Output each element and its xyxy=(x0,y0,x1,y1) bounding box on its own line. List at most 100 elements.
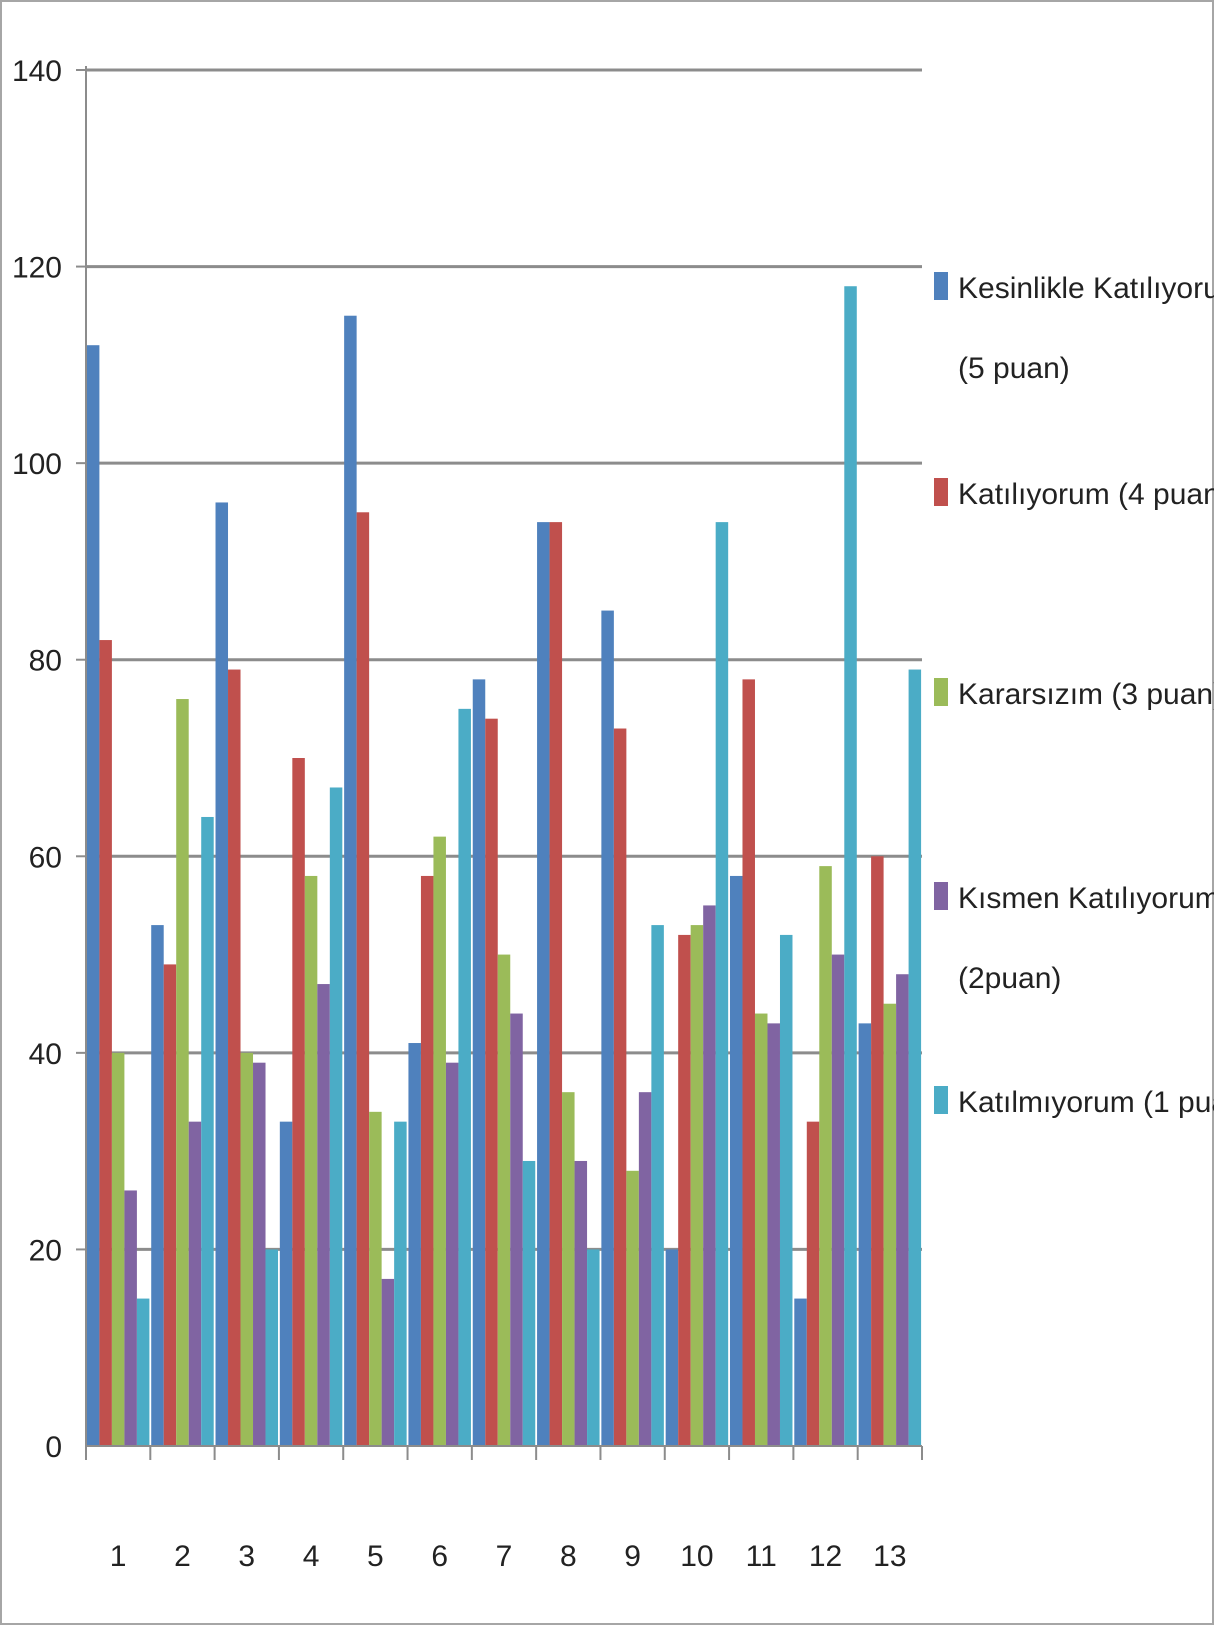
bar-cat11-series1 xyxy=(729,875,743,1446)
bar-cat8-series5 xyxy=(587,1249,600,1446)
legend-swatch-kesinlikle-katiliyorum xyxy=(934,272,948,300)
y-tick-label-0: 0 xyxy=(45,1431,62,1464)
bar-cat11-series4 xyxy=(767,1023,780,1446)
legend-label-kismen-katiliyorum-line2: (2puan) xyxy=(958,962,1061,995)
x-tick-label-3: 3 xyxy=(238,1540,255,1573)
bar-cat3-series1 xyxy=(215,502,229,1446)
y-tick-label-60: 60 xyxy=(29,841,62,874)
bar-cat4-series1 xyxy=(279,1121,293,1446)
bar-cat3-series3 xyxy=(240,1052,254,1446)
x-tick-label-4: 4 xyxy=(303,1540,320,1573)
bar-cat12-series1 xyxy=(794,1298,807,1446)
bar-cat8-series3 xyxy=(562,1092,575,1446)
bars xyxy=(86,286,922,1447)
legend-swatch-katiliyorum xyxy=(934,478,948,506)
bar-cat1-series5 xyxy=(136,1298,150,1446)
bar-cat3-series5 xyxy=(265,1249,279,1446)
bar-cat7-series4 xyxy=(510,1013,523,1446)
bar-cat9-series2 xyxy=(613,728,627,1446)
y-tick-label-40: 40 xyxy=(29,1038,62,1071)
bar-cat8-series4 xyxy=(574,1160,588,1446)
legend-label-kesinlikle-katiliyorum-line1: Kesinlikle Katılıyorum xyxy=(958,272,1214,305)
y-tick-label-80: 80 xyxy=(29,645,62,678)
bar-cat7-series1 xyxy=(472,679,486,1446)
bar-cat13-series3 xyxy=(883,1003,897,1446)
bar-cat13-series5 xyxy=(908,669,922,1446)
bar-cat8-series1 xyxy=(537,522,550,1446)
bar-cat12-series3 xyxy=(819,866,832,1446)
bar-cat4-series4 xyxy=(317,984,330,1446)
x-tick-label-12: 12 xyxy=(809,1540,842,1573)
bar-cat7-series5 xyxy=(522,1160,536,1446)
bar-cat3-series2 xyxy=(228,669,241,1446)
x-tick-label-8: 8 xyxy=(560,1540,577,1573)
y-tick-label-100: 100 xyxy=(12,448,62,481)
bar-cat1-series3 xyxy=(111,1052,125,1446)
bar-cat2-series1 xyxy=(151,925,164,1446)
bar-cat5-series5 xyxy=(394,1121,407,1446)
bar-cat8-series2 xyxy=(549,522,563,1446)
legend-label-kesinlikle-katiliyorum-line2: (5 puan) xyxy=(958,352,1070,385)
bar-cat6-series5 xyxy=(458,708,471,1446)
x-tick-label-5: 5 xyxy=(367,1540,384,1573)
bar-cat11-series3 xyxy=(754,1013,768,1446)
legend-label-kismen-katiliyorum-line1: Kısmen Katılıyorum xyxy=(958,882,1214,915)
x-tick-label-11: 11 xyxy=(746,1540,777,1573)
x-tick-label-6: 6 xyxy=(431,1540,448,1573)
y-axis-tick-labels: 0 20 40 60 80 100 120 140 xyxy=(12,55,62,1464)
bar-cat1-series4 xyxy=(124,1190,137,1446)
legend-label-kararsizim: Kararsızım (3 puan) xyxy=(958,678,1214,711)
bar-cat9-series1 xyxy=(601,610,614,1446)
bar-cat10-series5 xyxy=(715,522,729,1446)
bar-cat12-series2 xyxy=(806,1121,820,1446)
bar-cat1-series1 xyxy=(86,345,100,1447)
legend: Kesinlikle Katılıyorum (5 puan) Katılıyo… xyxy=(934,272,1214,1119)
bar-cat2-series2 xyxy=(163,964,177,1446)
bar-cat11-series2 xyxy=(742,679,755,1446)
bar-cat6-series1 xyxy=(408,1043,421,1446)
legend-label-katiliyorum: Katılıyorum (4 puan) xyxy=(958,478,1214,511)
legend-swatch-kismen-katiliyorum xyxy=(934,882,948,910)
bar-cat7-series2 xyxy=(485,718,498,1446)
bar-cat2-series5 xyxy=(201,816,214,1446)
x-tick-label-10: 10 xyxy=(680,1540,713,1573)
bar-cat1-series2 xyxy=(99,640,112,1446)
bar-cat9-series4 xyxy=(638,1092,652,1446)
bar-cat5-series2 xyxy=(356,512,370,1446)
bar-cat10-series1 xyxy=(665,1249,679,1446)
x-axis-tick-labels: 1 2 3 4 5 6 7 8 9 10 11 12 13 xyxy=(110,1540,907,1573)
bar-cat5-series4 xyxy=(381,1278,395,1446)
axes xyxy=(76,66,923,1460)
bar-cat10-series4 xyxy=(703,905,716,1446)
x-tick-label-1: 1 xyxy=(110,1540,127,1573)
bar-cat13-series1 xyxy=(858,1023,872,1446)
x-tick-label-9: 9 xyxy=(624,1540,641,1573)
bar-cat11-series5 xyxy=(779,934,793,1446)
bar-cat3-series4 xyxy=(253,1062,266,1446)
bar-cat5-series3 xyxy=(369,1111,382,1446)
bar-cat9-series3 xyxy=(626,1170,639,1446)
bar-cat2-series4 xyxy=(188,1121,202,1446)
bar-cat13-series2 xyxy=(871,856,884,1446)
bar-cat6-series2 xyxy=(420,875,434,1446)
bar-cat13-series4 xyxy=(896,974,909,1446)
y-tick-label-140: 140 xyxy=(12,55,62,88)
bar-cat12-series4 xyxy=(831,954,845,1446)
bar-cat10-series3 xyxy=(690,925,704,1446)
bar-cat12-series5 xyxy=(844,286,857,1447)
x-tick-label-13: 13 xyxy=(873,1540,906,1573)
legend-swatch-katilmiyorum xyxy=(934,1086,948,1114)
bar-cat6-series4 xyxy=(445,1062,459,1446)
y-tick-label-20: 20 xyxy=(29,1234,62,1267)
bar-cat10-series2 xyxy=(678,934,691,1446)
bar-cat4-series5 xyxy=(329,787,343,1446)
y-tick-label-120: 120 xyxy=(12,252,62,285)
bar-cat6-series3 xyxy=(433,836,446,1446)
bar-cat2-series3 xyxy=(176,699,189,1446)
bar-cat7-series3 xyxy=(497,954,511,1446)
bar-cat9-series5 xyxy=(651,925,664,1446)
legend-swatch-kararsizim xyxy=(934,678,948,706)
legend-label-katilmiyorum: Katılmıyorum (1 puan) xyxy=(958,1086,1214,1119)
x-tick-label-2: 2 xyxy=(174,1540,191,1573)
bar-cat5-series1 xyxy=(344,315,357,1446)
